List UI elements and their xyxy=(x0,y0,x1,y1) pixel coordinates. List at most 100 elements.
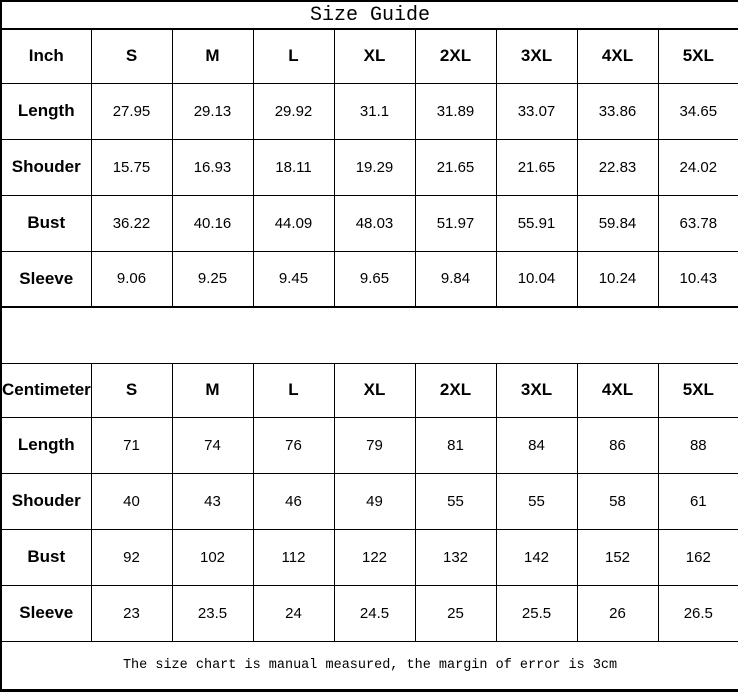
measurement-row: Shouder 40 43 46 49 55 55 58 61 xyxy=(0,472,738,530)
footer-note: The size chart is manual measured, the m… xyxy=(0,640,738,691)
measurement-value: 58 xyxy=(576,472,659,530)
measurement-label: Sleeve xyxy=(0,584,92,642)
footer-row: The size chart is manual measured, the m… xyxy=(0,640,738,691)
table-spacer xyxy=(0,306,738,364)
measurement-value: 86 xyxy=(576,416,659,474)
measurement-value: 55 xyxy=(414,472,497,530)
measurement-value: 43 xyxy=(171,472,254,530)
measurement-value: 10.43 xyxy=(657,250,738,308)
measurement-label: Shouder xyxy=(0,472,92,530)
inch-table-body: Inch S M L XL 2XL 3XL 4XL 5XL Length 27.95 29.13 29.… xyxy=(0,28,738,308)
size-header-cell: 5XL xyxy=(657,362,738,418)
measurement-label: Length xyxy=(0,82,92,140)
measurement-value: 10.04 xyxy=(495,250,578,308)
measurement-value: 29.13 xyxy=(171,82,254,140)
measurement-value: 9.25 xyxy=(171,250,254,308)
measurement-row: Sleeve 23 23.5 24 24.5 25 25.5 26 26.5 xyxy=(0,584,738,642)
measurement-row: Length 27.95 29.13 29.92 31.1 31.89 33.07 33.86… xyxy=(0,82,738,140)
size-header-cell: M xyxy=(171,362,254,418)
measurement-value: 15.75 xyxy=(90,138,173,196)
measurement-value: 122 xyxy=(333,528,416,586)
size-header-cell: 4XL xyxy=(576,28,659,84)
title-section: Size Guide xyxy=(0,0,738,30)
unit-label: Inch xyxy=(0,28,92,84)
measurement-value: 25.5 xyxy=(495,584,578,642)
page-title: Size Guide xyxy=(0,0,738,30)
size-header-cell: 4XL xyxy=(576,362,659,418)
measurement-value: 88 xyxy=(657,416,738,474)
measurement-label: Shouder xyxy=(0,138,92,196)
measurement-row: Length 71 74 76 79 81 84 86 88 xyxy=(0,416,738,474)
measurement-value: 152 xyxy=(576,528,659,586)
measurement-value: 22.83 xyxy=(576,138,659,196)
size-header-cell: 5XL xyxy=(657,28,738,84)
measurement-value: 23.5 xyxy=(171,584,254,642)
measurement-value: 21.65 xyxy=(414,138,497,196)
measurement-value: 9.45 xyxy=(252,250,335,308)
measurement-value: 48.03 xyxy=(333,194,416,252)
measurement-value: 9.84 xyxy=(414,250,497,308)
measurement-value: 142 xyxy=(495,528,578,586)
measurement-value: 59.84 xyxy=(576,194,659,252)
measurement-label: Bust xyxy=(0,194,92,252)
size-header-cell: 3XL xyxy=(495,362,578,418)
measurement-label: Bust xyxy=(0,528,92,586)
measurement-value: 36.22 xyxy=(90,194,173,252)
measurement-value: 27.95 xyxy=(90,82,173,140)
size-header-row: Inch S M L XL 2XL 3XL 4XL 5XL xyxy=(0,28,738,84)
measurement-row: Sleeve 9.06 9.25 9.45 9.65 9.84 10.04 10.24 10.4… xyxy=(0,250,738,308)
measurement-value: 112 xyxy=(252,528,335,586)
measurement-value: 26 xyxy=(576,584,659,642)
measurement-value: 81 xyxy=(414,416,497,474)
measurement-value: 49 xyxy=(333,472,416,530)
measurement-value: 31.1 xyxy=(333,82,416,140)
measurement-value: 9.65 xyxy=(333,250,416,308)
size-header-cell: 2XL xyxy=(414,28,497,84)
measurement-value: 18.11 xyxy=(252,138,335,196)
measurement-value: 55.91 xyxy=(495,194,578,252)
measurement-value: 79 xyxy=(333,416,416,474)
measurement-value: 40.16 xyxy=(171,194,254,252)
measurement-label: Sleeve xyxy=(0,250,92,308)
measurement-value: 25 xyxy=(414,584,497,642)
measurement-value: 63.78 xyxy=(657,194,738,252)
measurement-value: 61 xyxy=(657,472,738,530)
size-header-cell: 3XL xyxy=(495,28,578,84)
measurement-value: 76 xyxy=(252,416,335,474)
measurement-value: 33.07 xyxy=(495,82,578,140)
measurement-value: 71 xyxy=(90,416,173,474)
spacer-section xyxy=(0,306,738,364)
measurement-value: 40 xyxy=(90,472,173,530)
unit-label: Centimeter xyxy=(0,362,92,418)
measurement-label: Length xyxy=(0,416,92,474)
measurement-value: 19.29 xyxy=(333,138,416,196)
measurement-value: 24.02 xyxy=(657,138,738,196)
measurement-value: 26.5 xyxy=(657,584,738,642)
measurement-value: 16.93 xyxy=(171,138,254,196)
measurement-value: 9.06 xyxy=(90,250,173,308)
size-header-cell: L xyxy=(252,28,335,84)
measurement-value: 92 xyxy=(90,528,173,586)
measurement-value: 44.09 xyxy=(252,194,335,252)
measurement-value: 21.65 xyxy=(495,138,578,196)
measurement-value: 55 xyxy=(495,472,578,530)
size-header-row: Centimeter S M L XL 2XL 3XL 4XL 5XL xyxy=(0,362,738,418)
table-spacer-row xyxy=(0,306,738,364)
size-header-cell: L xyxy=(252,362,335,418)
footer-section: The size chart is manual measured, the m… xyxy=(0,640,738,691)
measurement-value: 29.92 xyxy=(252,82,335,140)
size-header-cell: XL xyxy=(333,28,416,84)
measurement-value: 31.89 xyxy=(414,82,497,140)
measurement-value: 74 xyxy=(171,416,254,474)
measurement-value: 23 xyxy=(90,584,173,642)
measurement-value: 33.86 xyxy=(576,82,659,140)
measurement-value: 162 xyxy=(657,528,738,586)
measurement-value: 102 xyxy=(171,528,254,586)
measurement-value: 84 xyxy=(495,416,578,474)
measurement-value: 34.65 xyxy=(657,82,738,140)
size-header-cell: M xyxy=(171,28,254,84)
measurement-value: 46 xyxy=(252,472,335,530)
measurement-row: Bust 92 102 112 122 132 142 152 162 xyxy=(0,528,738,586)
